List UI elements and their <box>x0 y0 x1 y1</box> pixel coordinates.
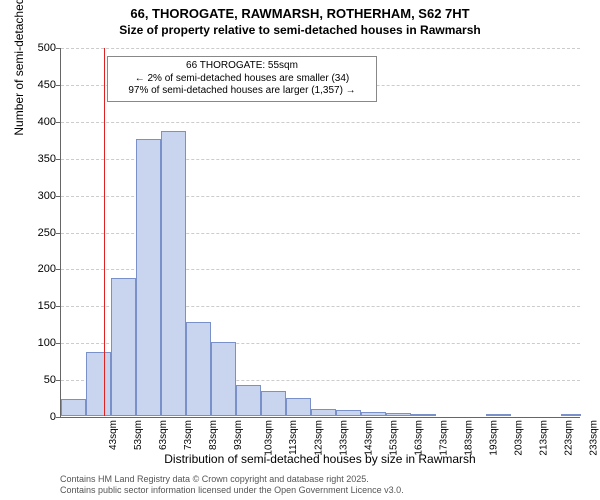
y-axis-label: Number of semi-detached properties <box>12 0 26 136</box>
chart-title-block: 66, THOROGATE, RAWMARSH, ROTHERHAM, S62 … <box>0 0 600 37</box>
histogram-bar <box>61 399 86 416</box>
xtick-label: 173sqm <box>438 420 449 456</box>
title-line1: 66, THOROGATE, RAWMARSH, ROTHERHAM, S62 … <box>0 6 600 21</box>
xtick-label: 63sqm <box>158 420 169 450</box>
xtick-label: 143sqm <box>363 420 374 456</box>
plot-region: 05010015020025030035040045050043sqm53sqm… <box>60 48 580 418</box>
ytick-label: 0 <box>50 411 56 423</box>
ytick-mark <box>56 233 61 234</box>
footer-line2: Contains public sector information licen… <box>60 485 404 496</box>
chart-area: 05010015020025030035040045050043sqm53sqm… <box>60 48 580 418</box>
xtick-label: 233sqm <box>588 420 599 456</box>
xtick-label: 53sqm <box>133 420 144 450</box>
xtick-label: 213sqm <box>538 420 549 456</box>
ytick-mark <box>56 196 61 197</box>
ytick-label: 100 <box>38 337 56 349</box>
ytick-label: 300 <box>38 190 56 202</box>
ytick-mark <box>56 48 61 49</box>
histogram-bar <box>161 131 186 416</box>
ytick-label: 400 <box>38 116 56 128</box>
footer-attribution: Contains HM Land Registry data © Crown c… <box>60 474 404 496</box>
x-axis-label: Distribution of semi-detached houses by … <box>60 452 580 466</box>
histogram-bar <box>236 385 261 416</box>
annotation-line-smaller: ← 2% of semi-detached houses are smaller… <box>114 73 370 86</box>
histogram-bar <box>286 398 311 416</box>
histogram-bar <box>261 391 286 416</box>
ytick-mark <box>56 159 61 160</box>
annotation-title: 66 THOROGATE: 55sqm <box>114 60 370 73</box>
histogram-bar <box>186 322 211 416</box>
xtick-label: 73sqm <box>183 420 194 450</box>
xtick-label: 103sqm <box>263 420 274 456</box>
histogram-bar <box>211 342 236 416</box>
ytick-label: 500 <box>38 42 56 54</box>
xtick-label: 83sqm <box>208 420 219 450</box>
histogram-bar <box>561 414 581 416</box>
xtick-label: 193sqm <box>488 420 499 456</box>
ytick-label: 50 <box>44 374 56 386</box>
gridline <box>61 48 580 49</box>
ytick-mark <box>56 85 61 86</box>
annotation-box: 66 THOROGATE: 55sqm← 2% of semi-detached… <box>107 56 377 102</box>
xtick-label: 43sqm <box>108 420 119 450</box>
footer-line1: Contains HM Land Registry data © Crown c… <box>60 474 404 485</box>
ytick-label: 450 <box>38 79 56 91</box>
xtick-label: 153sqm <box>388 420 399 456</box>
xtick-label: 163sqm <box>413 420 424 456</box>
gridline <box>61 122 580 123</box>
title-line2: Size of property relative to semi-detach… <box>0 23 600 37</box>
xtick-label: 113sqm <box>287 420 298 455</box>
histogram-bar <box>336 410 361 416</box>
histogram-bar <box>136 139 161 416</box>
xtick-label: 123sqm <box>313 420 324 456</box>
histogram-bar <box>86 352 111 416</box>
xtick-label: 203sqm <box>513 420 524 456</box>
ytick-mark <box>56 380 61 381</box>
histogram-bar <box>361 412 386 416</box>
xtick-label: 133sqm <box>338 420 349 456</box>
ytick-label: 350 <box>38 153 56 165</box>
annotation-line-larger: 97% of semi-detached houses are larger (… <box>114 85 370 98</box>
ytick-label: 200 <box>38 263 56 275</box>
histogram-bar <box>311 409 336 416</box>
ytick-label: 150 <box>38 300 56 312</box>
ytick-mark <box>56 343 61 344</box>
xtick-label: 93sqm <box>233 420 244 450</box>
histogram-bar <box>111 278 136 416</box>
histogram-bar <box>386 413 411 416</box>
reference-line <box>104 48 105 416</box>
ytick-label: 250 <box>38 227 56 239</box>
xtick-label: 223sqm <box>563 420 574 456</box>
histogram-bar <box>411 414 436 416</box>
ytick-mark <box>56 269 61 270</box>
ytick-mark <box>56 306 61 307</box>
ytick-mark <box>56 122 61 123</box>
xtick-label: 183sqm <box>463 420 474 456</box>
histogram-bar <box>486 414 511 416</box>
ytick-mark <box>56 417 61 418</box>
